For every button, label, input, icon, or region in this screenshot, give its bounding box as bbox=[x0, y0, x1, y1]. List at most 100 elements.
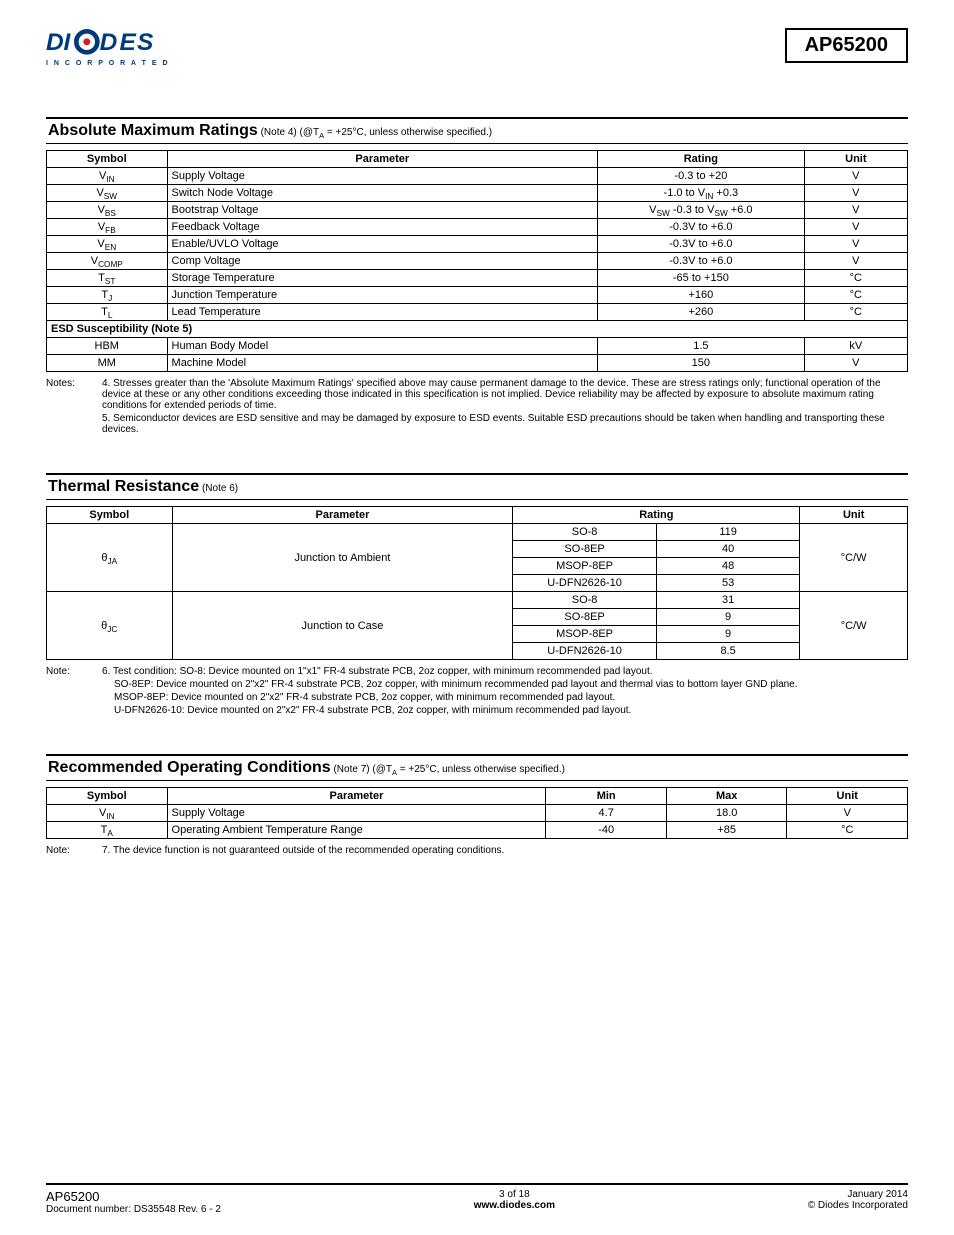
notes-content: 7. The device function is not guaranteed… bbox=[102, 845, 908, 858]
svg-text:D: D bbox=[46, 29, 64, 56]
cell-parameter: Bootstrap Voltage bbox=[167, 202, 598, 219]
cell-unit: °C/W bbox=[800, 592, 908, 660]
cell-unit: V bbox=[804, 168, 907, 185]
table-row: HBMHuman Body Model1.5kV bbox=[47, 338, 908, 355]
cell-rating: +260 bbox=[598, 304, 805, 321]
cell-parameter: Switch Node Voltage bbox=[167, 185, 598, 202]
table-row: VINSupply Voltage-0.3 to +20V bbox=[47, 168, 908, 185]
footer-page: 3 of 18 bbox=[499, 1189, 530, 1200]
cell-parameter: Junction to Case bbox=[172, 592, 513, 660]
table-header-row: Symbol Parameter Rating Unit bbox=[47, 507, 908, 524]
table-header-row: Symbol Parameter Rating Unit bbox=[47, 151, 908, 168]
table-row: TAOperating Ambient Temperature Range-40… bbox=[47, 822, 908, 839]
table-row: TJJunction Temperature+160°C bbox=[47, 287, 908, 304]
col-symbol: Symbol bbox=[47, 507, 173, 524]
cell-rating: +160 bbox=[598, 287, 805, 304]
cell-unit: °C bbox=[804, 304, 907, 321]
cell-package: SO-8 bbox=[513, 524, 656, 541]
cell-rating: -0.3V to +6.0 bbox=[598, 219, 805, 236]
footer-copyright: © Diodes Incorporated bbox=[808, 1200, 908, 1211]
note-item: 4. Stresses greater than the 'Absolute M… bbox=[102, 378, 908, 411]
cell-rating: -0.3V to +6.0 bbox=[598, 236, 805, 253]
table-row: VSWSwitch Node Voltage-1.0 to VIN +0.3V bbox=[47, 185, 908, 202]
cell-max: +85 bbox=[666, 822, 787, 839]
cell-parameter: Comp Voltage bbox=[167, 253, 598, 270]
thermal-notes: Note: 6. Test condition: SO-8: Device mo… bbox=[46, 666, 908, 718]
section-subtitle: (Note 4) (@TA = +25°C, unless otherwise … bbox=[258, 127, 492, 138]
cell-parameter: Junction to Ambient bbox=[172, 524, 513, 592]
cell-value: 53 bbox=[656, 575, 799, 592]
cell-symbol: TL bbox=[47, 304, 168, 321]
footer-doc: Document number: DS35548 Rev. 6 - 2 bbox=[46, 1204, 221, 1215]
section-title: Thermal Resistance bbox=[48, 478, 199, 495]
cell-parameter: Enable/UVLO Voltage bbox=[167, 236, 598, 253]
notes-label: Note: bbox=[46, 845, 102, 858]
cell-rating: -65 to +150 bbox=[598, 270, 805, 287]
footer-url: www.diodes.com bbox=[474, 1200, 555, 1211]
note-item: 5. Semiconductor devices are ESD sensiti… bbox=[102, 413, 908, 435]
cell-unit: °C bbox=[787, 822, 908, 839]
footer-center: 3 of 18 www.diodes.com bbox=[474, 1189, 555, 1215]
notes-label: Notes: bbox=[46, 378, 102, 437]
cell-package: MSOP-8EP bbox=[513, 558, 656, 575]
note-item: MSOP-8EP: Device mounted on 2"x2" FR-4 s… bbox=[102, 692, 908, 703]
note-item: 7. The device function is not guaranteed… bbox=[102, 845, 908, 856]
cell-symbol: VIN bbox=[47, 168, 168, 185]
col-symbol: Symbol bbox=[47, 788, 168, 805]
footer-left: AP65200 Document number: DS35548 Rev. 6 … bbox=[46, 1189, 221, 1215]
cell-symbol: θJC bbox=[47, 592, 173, 660]
cell-parameter: Supply Voltage bbox=[167, 168, 598, 185]
cell-unit: V bbox=[804, 202, 907, 219]
svg-text:D: D bbox=[100, 29, 118, 56]
cell-package: SO-8EP bbox=[513, 609, 656, 626]
cell-symbol: HBM bbox=[47, 338, 168, 355]
cell-value: 40 bbox=[656, 541, 799, 558]
table-row: VCOMPComp Voltage-0.3V to +6.0V bbox=[47, 253, 908, 270]
svg-text:I: I bbox=[64, 29, 72, 56]
cell-parameter: Storage Temperature bbox=[167, 270, 598, 287]
part-number-box: AP65200 bbox=[785, 28, 908, 63]
table-row: VINSupply Voltage4.718.0V bbox=[47, 805, 908, 822]
cell-min: -40 bbox=[546, 822, 667, 839]
cell-unit: °C bbox=[804, 270, 907, 287]
roc-notes: Note: 7. The device function is not guar… bbox=[46, 845, 908, 858]
table-row: θJAJunction to AmbientSO-8119°C/W bbox=[47, 524, 908, 541]
section-subtitle: (Note 7) (@TA = +25°C, unless otherwise … bbox=[331, 764, 565, 775]
note-item: U-DFN2626-10: Device mounted on 2"x2" FR… bbox=[102, 705, 908, 716]
cell-symbol: VIN bbox=[47, 805, 168, 822]
section-header-thermal: Thermal Resistance (Note 6) bbox=[46, 473, 908, 500]
svg-text:E: E bbox=[120, 29, 137, 56]
company-logo: D I D E S I N C O R P O R A T E D bbox=[46, 28, 186, 67]
cell-package: SO-8 bbox=[513, 592, 656, 609]
cell-unit: V bbox=[804, 253, 907, 270]
cell-value: 31 bbox=[656, 592, 799, 609]
cell-rating: -0.3V to +6.0 bbox=[598, 253, 805, 270]
cell-parameter: Junction Temperature bbox=[167, 287, 598, 304]
table-row: TSTStorage Temperature-65 to +150°C bbox=[47, 270, 908, 287]
col-max: Max bbox=[666, 788, 787, 805]
cell-parameter: Machine Model bbox=[167, 355, 598, 372]
cell-parameter: Lead Temperature bbox=[167, 304, 598, 321]
cell-value: 9 bbox=[656, 626, 799, 643]
cell-rating: 1.5 bbox=[598, 338, 805, 355]
section-subtitle: (Note 6) bbox=[199, 483, 238, 494]
cell-unit: V bbox=[804, 185, 907, 202]
table-header-row: Symbol Parameter Min Max Unit bbox=[47, 788, 908, 805]
cell-symbol: θJA bbox=[47, 524, 173, 592]
thermal-table: Symbol Parameter Rating Unit θJAJunction… bbox=[46, 506, 908, 660]
footer-right: January 2014 © Diodes Incorporated bbox=[808, 1189, 908, 1215]
table-row: θJCJunction to CaseSO-831°C/W bbox=[47, 592, 908, 609]
notes-content: 4. Stresses greater than the 'Absolute M… bbox=[102, 378, 908, 437]
notes-content: 6. Test condition: SO-8: Device mounted … bbox=[102, 666, 908, 718]
col-parameter: Parameter bbox=[167, 151, 598, 168]
cell-package: SO-8EP bbox=[513, 541, 656, 558]
table-row: VFBFeedback Voltage-0.3V to +6.0V bbox=[47, 219, 908, 236]
note-item: 6. Test condition: SO-8: Device mounted … bbox=[102, 666, 908, 677]
col-unit: Unit bbox=[804, 151, 907, 168]
cell-package: MSOP-8EP bbox=[513, 626, 656, 643]
cell-package: U-DFN2626-10 bbox=[513, 643, 656, 660]
cell-unit: °C bbox=[804, 287, 907, 304]
cell-unit: °C/W bbox=[800, 524, 908, 592]
cell-unit: V bbox=[804, 219, 907, 236]
col-symbol: Symbol bbox=[47, 151, 168, 168]
